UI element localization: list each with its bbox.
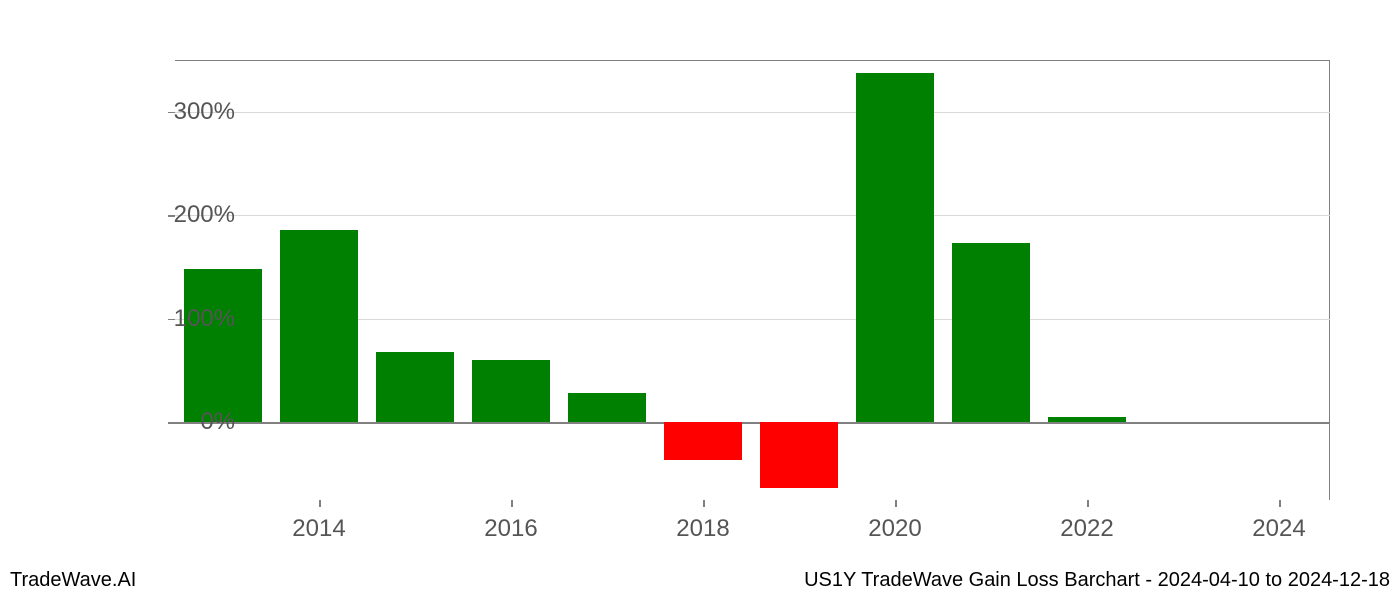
gridline (175, 112, 1330, 113)
x-tick-label: 2018 (676, 515, 729, 543)
bar (184, 269, 262, 422)
y-tick-label: 300% (135, 98, 235, 126)
x-tick-mark (703, 500, 705, 507)
y-tick-label: 0% (135, 408, 235, 436)
bar (472, 360, 550, 422)
bar (280, 230, 358, 423)
x-tick-mark (319, 500, 321, 507)
x-tick-label: 2020 (868, 515, 921, 543)
x-tick-label: 2014 (292, 515, 345, 543)
x-tick-label: 2024 (1252, 515, 1305, 543)
y-tick-label: 100% (135, 305, 235, 333)
zero-baseline (175, 422, 1330, 424)
x-tick-mark (895, 500, 897, 507)
x-tick-mark (1279, 500, 1281, 507)
footer-caption: US1Y TradeWave Gain Loss Barchart - 2024… (804, 569, 1390, 592)
bar (952, 243, 1030, 422)
x-tick-label: 2016 (484, 515, 537, 543)
bar (664, 422, 742, 459)
x-tick-mark (511, 500, 513, 507)
bar (568, 393, 646, 422)
y-tick-label: 200% (135, 201, 235, 229)
x-tick-label: 2022 (1060, 515, 1113, 543)
x-tick-mark (1087, 500, 1089, 507)
gridline (175, 215, 1330, 216)
bar (376, 352, 454, 422)
chart-plot-area: 201420162018202020222024 (175, 60, 1330, 500)
bar (760, 422, 838, 487)
footer-brand: TradeWave.AI (10, 569, 136, 592)
bar (1048, 417, 1126, 422)
bar (856, 73, 934, 422)
